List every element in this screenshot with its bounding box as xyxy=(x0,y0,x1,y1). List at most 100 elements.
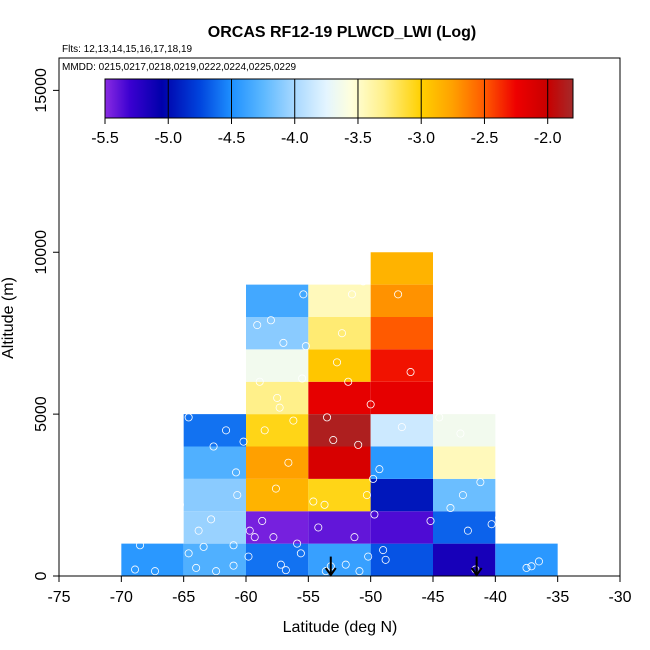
sample-point-76 xyxy=(355,567,364,576)
sample-point-44 xyxy=(337,329,346,338)
sample-point-10 xyxy=(212,567,221,576)
sample-point-6 xyxy=(194,526,203,535)
sample-point-69 xyxy=(487,520,496,529)
sample-point-33 xyxy=(296,549,305,558)
sample-point-73 xyxy=(534,557,543,566)
sample-point-74 xyxy=(321,567,330,576)
sample-point-58 xyxy=(394,290,403,299)
heatmap-cell-2 xyxy=(246,543,309,576)
colorbar-bar xyxy=(104,78,574,119)
colorbar: -5.5 -5.0 -4.5 -4.0 -3.5 -3.0 -2.5 -2.0 xyxy=(91,78,574,147)
sample-point-13 xyxy=(229,541,238,550)
colorbar-tick-label: -5.0 xyxy=(154,130,182,147)
sample-point-9 xyxy=(207,515,216,524)
sample-point-11 xyxy=(209,442,218,451)
heatmap-cells xyxy=(121,252,558,576)
sample-point-25 xyxy=(269,533,278,542)
arrow-head xyxy=(324,567,337,577)
sample-point-78 xyxy=(276,560,285,569)
sample-point-34 xyxy=(299,290,308,299)
sample-point-63 xyxy=(446,504,455,513)
sample-point-0 xyxy=(131,565,140,574)
sample-point-57 xyxy=(381,555,390,564)
sample-point-64 xyxy=(456,429,465,438)
heatmap-cell-9 xyxy=(308,511,371,544)
sample-point-77 xyxy=(244,552,253,561)
sample-point-50 xyxy=(362,491,371,500)
heatmap-cell-10 xyxy=(370,511,433,544)
heatmap-cell-11 xyxy=(433,511,496,544)
sample-point-52 xyxy=(366,400,375,409)
colorbar-tick-label: -3.5 xyxy=(344,130,372,147)
sample-point-30 xyxy=(284,458,293,467)
sample-point-16 xyxy=(232,468,241,477)
sample-point-29 xyxy=(279,338,288,347)
sample-point-62 xyxy=(435,413,444,422)
heatmap-cell-19 xyxy=(308,446,371,479)
sample-markers xyxy=(131,277,543,576)
heatmap-cell-35 xyxy=(370,317,433,350)
sample-point-55 xyxy=(375,465,384,474)
y-tick-label: 10000 xyxy=(33,230,50,275)
heatmap-cell-18 xyxy=(246,446,309,479)
colorbar-tick-label: -4.0 xyxy=(281,130,309,147)
sample-point-26 xyxy=(271,484,280,493)
flights-label: Flts: 12,13,14,15,16,17,18,19 xyxy=(62,44,193,55)
heatmap-cell-31 xyxy=(308,349,371,382)
heatmap-cell-38 xyxy=(370,284,433,317)
colorbar-tick-label: -2.5 xyxy=(471,130,499,147)
sample-point-46 xyxy=(347,290,356,299)
x-tick-label: -30 xyxy=(608,589,631,606)
heatmap-cell-16 xyxy=(433,478,496,512)
sample-point-72 xyxy=(527,562,536,571)
sample-point-36 xyxy=(298,374,307,383)
sample-point-59 xyxy=(397,423,406,432)
sample-point-3 xyxy=(175,500,184,509)
heatmap-cell-32 xyxy=(370,349,433,382)
colorbar-tick-label: -5.5 xyxy=(91,130,119,147)
sample-point-31 xyxy=(289,416,298,425)
y-tick-label: 0 xyxy=(33,571,50,580)
x-tick-label: -35 xyxy=(546,589,569,606)
heatmap-cell-36 xyxy=(246,284,309,317)
sample-point-17 xyxy=(239,437,248,446)
sample-point-39 xyxy=(320,500,329,509)
heatmap-cell-39 xyxy=(370,252,433,285)
sample-point-49 xyxy=(359,277,368,286)
sample-point-47 xyxy=(350,533,359,542)
heatmap-cell-12 xyxy=(183,478,246,512)
heatmap-cell-4 xyxy=(370,543,433,576)
sample-point-20 xyxy=(253,321,262,330)
chart-title: ORCAS RF12-19 PLWCD_LWI (Log) xyxy=(208,24,476,41)
x-tick-label: -45 xyxy=(421,589,444,606)
heatmap-cell-37 xyxy=(308,284,371,317)
sample-point-8 xyxy=(199,542,208,551)
heatmap-cell-26 xyxy=(433,414,496,447)
sample-point-56 xyxy=(379,546,388,555)
sample-point-15 xyxy=(233,491,242,500)
sample-point-61 xyxy=(426,516,435,525)
sample-point-24 xyxy=(266,316,275,325)
heatmap-cell-13 xyxy=(246,478,309,512)
heatmap-cell-33 xyxy=(246,317,309,350)
plot-frame xyxy=(58,57,621,577)
heatmap-cell-7 xyxy=(183,511,246,544)
x-tick-label: -65 xyxy=(172,589,195,606)
sample-point-32 xyxy=(293,539,302,548)
heatmap-cell-5 xyxy=(433,543,496,576)
x-tick-label: -60 xyxy=(234,589,257,606)
heatmap-cell-22 xyxy=(183,414,246,447)
heatmap-cell-21 xyxy=(433,446,496,479)
heatmap-cell-27 xyxy=(246,381,309,415)
colorbar-tick-label: -2.0 xyxy=(534,130,562,147)
heatmap-cell-0 xyxy=(121,543,184,576)
arrow-marker-1 xyxy=(470,556,483,577)
sample-point-12 xyxy=(222,426,231,435)
sample-point-43 xyxy=(333,358,342,367)
sample-point-22 xyxy=(255,377,264,386)
sample-point-27 xyxy=(273,393,282,402)
x-axis-label: Latitude (deg N) xyxy=(283,619,398,636)
sample-point-42 xyxy=(329,436,338,445)
sample-point-75 xyxy=(341,560,350,569)
